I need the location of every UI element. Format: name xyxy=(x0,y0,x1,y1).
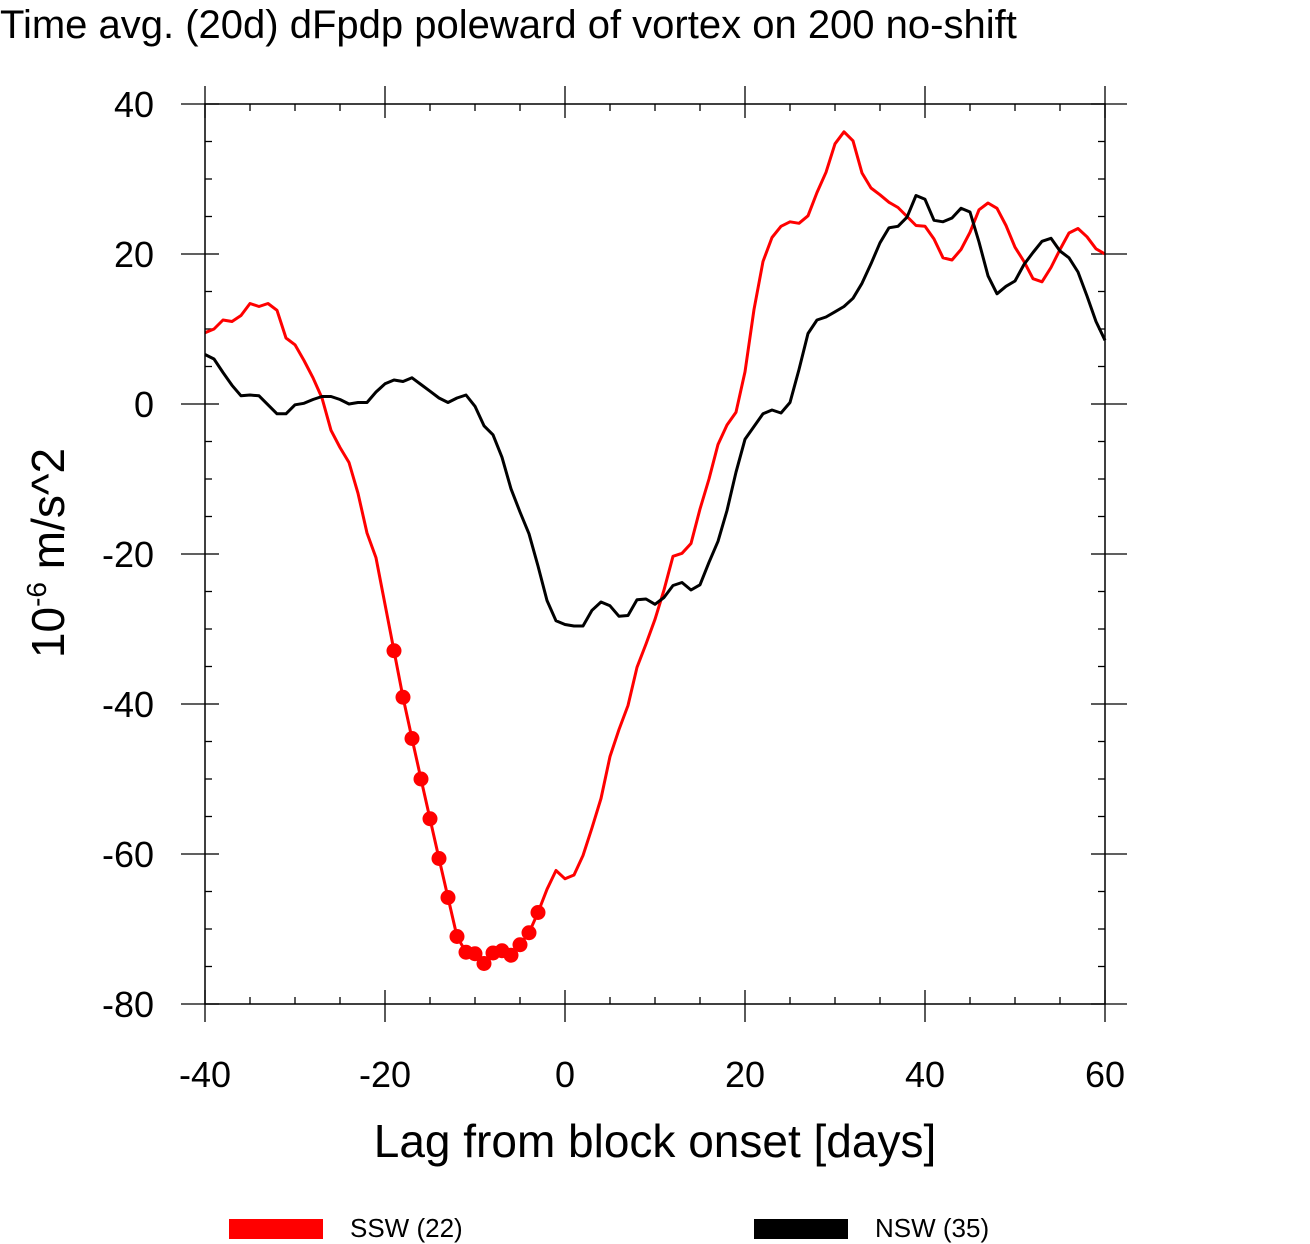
y-axis-label: 10-6 m/s^2 xyxy=(21,448,74,658)
x-tick-label: -40 xyxy=(179,1054,231,1095)
y-tick-label: 40 xyxy=(114,84,154,125)
plot-frame xyxy=(204,103,1106,1005)
significance-marker xyxy=(440,890,456,905)
legend-swatch xyxy=(229,1219,323,1239)
significance-marker xyxy=(404,731,420,746)
significance-marker xyxy=(413,771,429,787)
y-tick-label: 20 xyxy=(114,234,154,275)
legend-label: SSW (22) xyxy=(350,1213,463,1243)
y-tick-label: -80 xyxy=(102,984,154,1025)
significance-marker xyxy=(476,956,492,971)
y-tick-label: -40 xyxy=(102,684,154,725)
x-tick-label: 40 xyxy=(905,1054,945,1095)
legend: SSW (22) NSW (35) xyxy=(229,1213,989,1243)
y-axis-label-exponent: -6 xyxy=(21,582,52,607)
chart-title: Time avg. (20d) dFpdp poleward of vortex… xyxy=(0,3,1017,47)
significance-marker xyxy=(521,925,537,941)
y-tick-label: -20 xyxy=(102,534,154,575)
legend-swatch xyxy=(754,1219,848,1239)
y-axis-label-base: 10 xyxy=(22,607,74,658)
y-tick-label: -60 xyxy=(102,834,154,875)
series-line-nsw-35 xyxy=(204,194,1107,628)
x-axis-label: Lag from block onset [days] xyxy=(374,1115,937,1167)
series-lines xyxy=(204,130,1107,965)
x-tick-label: 20 xyxy=(725,1054,765,1095)
significance-markers xyxy=(386,643,546,971)
svg-text:10-6 m/s^2: 10-6 m/s^2 xyxy=(21,448,74,658)
significance-marker xyxy=(449,929,465,944)
x-tick-label: 60 xyxy=(1085,1054,1125,1095)
significance-marker xyxy=(422,811,438,827)
series-line-ssw-22 xyxy=(204,130,1106,965)
significance-marker xyxy=(386,643,402,659)
significance-marker xyxy=(503,947,519,963)
y-axis-label-unit: m/s^2 xyxy=(22,448,74,582)
tick-labels: -40 -20 0 20 40 60 40 20 0 -20 -40 -60 -80 xyxy=(102,84,1125,1095)
significance-marker xyxy=(512,937,528,953)
y-tick-label: 0 xyxy=(134,384,154,425)
axis-ticks xyxy=(181,86,1127,1022)
significance-marker xyxy=(530,905,546,920)
significance-marker xyxy=(431,851,447,866)
legend-label: NSW (35) xyxy=(875,1213,989,1243)
x-tick-label: -20 xyxy=(359,1054,411,1095)
x-tick-label: 0 xyxy=(555,1054,575,1095)
significance-marker xyxy=(467,946,483,962)
significance-marker xyxy=(395,689,411,705)
